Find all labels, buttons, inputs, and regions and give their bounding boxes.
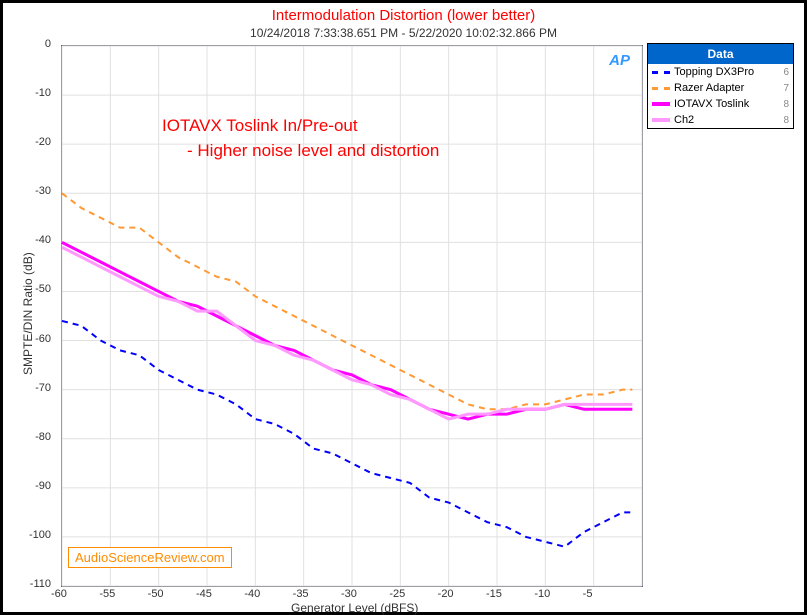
x-tick-label: -20: [438, 588, 454, 600]
y-tick-label: -70: [35, 382, 51, 394]
x-tick-label: -35: [293, 588, 309, 600]
x-tick-label: -15: [486, 588, 502, 600]
x-tick-label: -60: [51, 588, 67, 600]
legend-index: 6: [783, 67, 789, 78]
timestamp: 10/24/2018 7:33:38.651 PM - 5/22/2020 10…: [3, 24, 804, 42]
legend-swatch: [652, 71, 670, 74]
legend-label: IOTAVX Toslink: [674, 98, 779, 110]
series-topping-dx3pro: [62, 321, 632, 547]
x-tick-label: -45: [196, 588, 212, 600]
legend-item[interactable]: Topping DX3Pro 6: [648, 64, 793, 80]
chart-title: Intermodulation Distortion (lower better…: [3, 3, 804, 24]
ap-badge: AP: [603, 51, 636, 70]
legend-header: Data: [648, 44, 793, 64]
y-tick-label: -90: [35, 480, 51, 492]
watermark: AudioScienceReview.com: [68, 547, 232, 568]
annotation-text: - Higher noise level and distortion: [187, 141, 439, 161]
legend-label: Ch2: [674, 114, 779, 126]
plot-area: AP IOTAVX Toslink In/Pre-out - Higher noi…: [61, 45, 643, 587]
y-tick-label: -30: [35, 185, 51, 197]
y-tick-label: -20: [35, 136, 51, 148]
x-tick-label: -55: [99, 588, 115, 600]
y-tick-label: 0: [45, 38, 51, 50]
legend-swatch: [652, 87, 670, 90]
x-tick-label: -5: [583, 588, 593, 600]
legend-index: 7: [783, 83, 789, 94]
y-tick-label: -110: [30, 578, 51, 590]
legend-item[interactable]: Ch2 8: [648, 112, 793, 128]
x-tick-label: -40: [244, 588, 260, 600]
legend-panel: Data Topping DX3Pro 6 Razer Adapter 7 IOTAVX…: [647, 43, 794, 129]
legend-index: 8: [783, 99, 789, 110]
x-tick-label: -25: [389, 588, 405, 600]
y-tick-label: -60: [35, 333, 51, 345]
legend-label: Topping DX3Pro: [674, 66, 779, 78]
annotation-text: IOTAVX Toslink In/Pre-out: [162, 116, 358, 136]
legend-label: Razer Adapter: [674, 82, 779, 94]
y-axis-label: SMPTE/DIN Ratio (dB): [21, 252, 35, 375]
series-iotavx-toslink: [62, 242, 632, 419]
x-tick-label: -10: [534, 588, 550, 600]
legend-item[interactable]: Razer Adapter 7: [648, 80, 793, 96]
x-tick-label: -30: [341, 588, 357, 600]
legend-swatch: [652, 102, 670, 106]
x-axis-label: Generator Level (dBFS): [291, 601, 418, 615]
chart-container: Intermodulation Distortion (lower better…: [0, 0, 807, 615]
series-ch2: [62, 247, 632, 419]
y-tick-label: -100: [29, 529, 51, 541]
legend-item[interactable]: IOTAVX Toslink 8: [648, 96, 793, 112]
legend-swatch: [652, 118, 670, 122]
y-tick-label: -40: [35, 234, 51, 246]
y-tick-label: -80: [35, 431, 51, 443]
y-tick-label: -50: [35, 283, 51, 295]
y-tick-label: -10: [35, 87, 51, 99]
legend-index: 8: [783, 115, 789, 126]
x-tick-label: -50: [148, 588, 164, 600]
